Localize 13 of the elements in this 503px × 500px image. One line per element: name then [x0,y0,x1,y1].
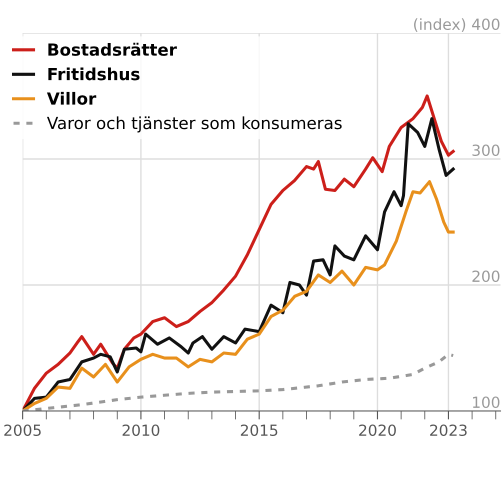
x-tick-label: 2023 [430,424,467,436]
x-tick-label: 2015 [240,424,278,436]
x-tick-label: 2010 [122,424,160,436]
x-tick-label: 2020 [359,424,396,436]
y-tick-label: 300 [472,144,500,156]
y-tick-label: 200 [472,270,500,282]
legend-label: Varor och tjänster som konsumeras [46,116,342,133]
legend-label: Fritidshus [48,67,140,80]
y-tick-label: (index) 400 [414,18,500,32]
y-tick-label: 100 [473,396,500,408]
legend-label: Bostadsrätter [48,42,177,56]
x-tick-label: 2005 [4,424,41,436]
legend-label: Villor [46,92,96,105]
